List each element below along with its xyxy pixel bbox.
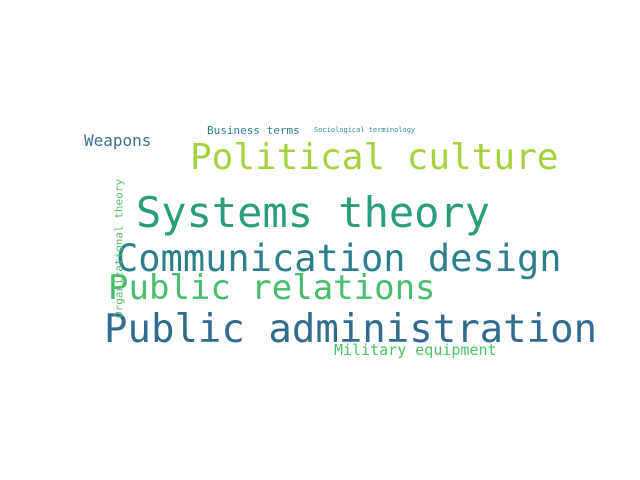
word-communication-design: Communication design	[116, 237, 562, 280]
word-military-equipment: Military equipment	[334, 341, 497, 359]
word-business-terms: Business terms	[207, 124, 300, 137]
word-public-administration: Public administration	[104, 307, 598, 352]
word-public-relations: Public relations	[108, 268, 436, 308]
word-sociological-terminology: Sociological terminology	[314, 126, 416, 134]
word-systems-theory: Systems theory	[136, 188, 491, 237]
word-weapons: Weapons	[84, 131, 152, 150]
word-organizational-theory: Organizational theory	[112, 178, 126, 319]
word-political-culture: Political culture	[190, 137, 559, 178]
